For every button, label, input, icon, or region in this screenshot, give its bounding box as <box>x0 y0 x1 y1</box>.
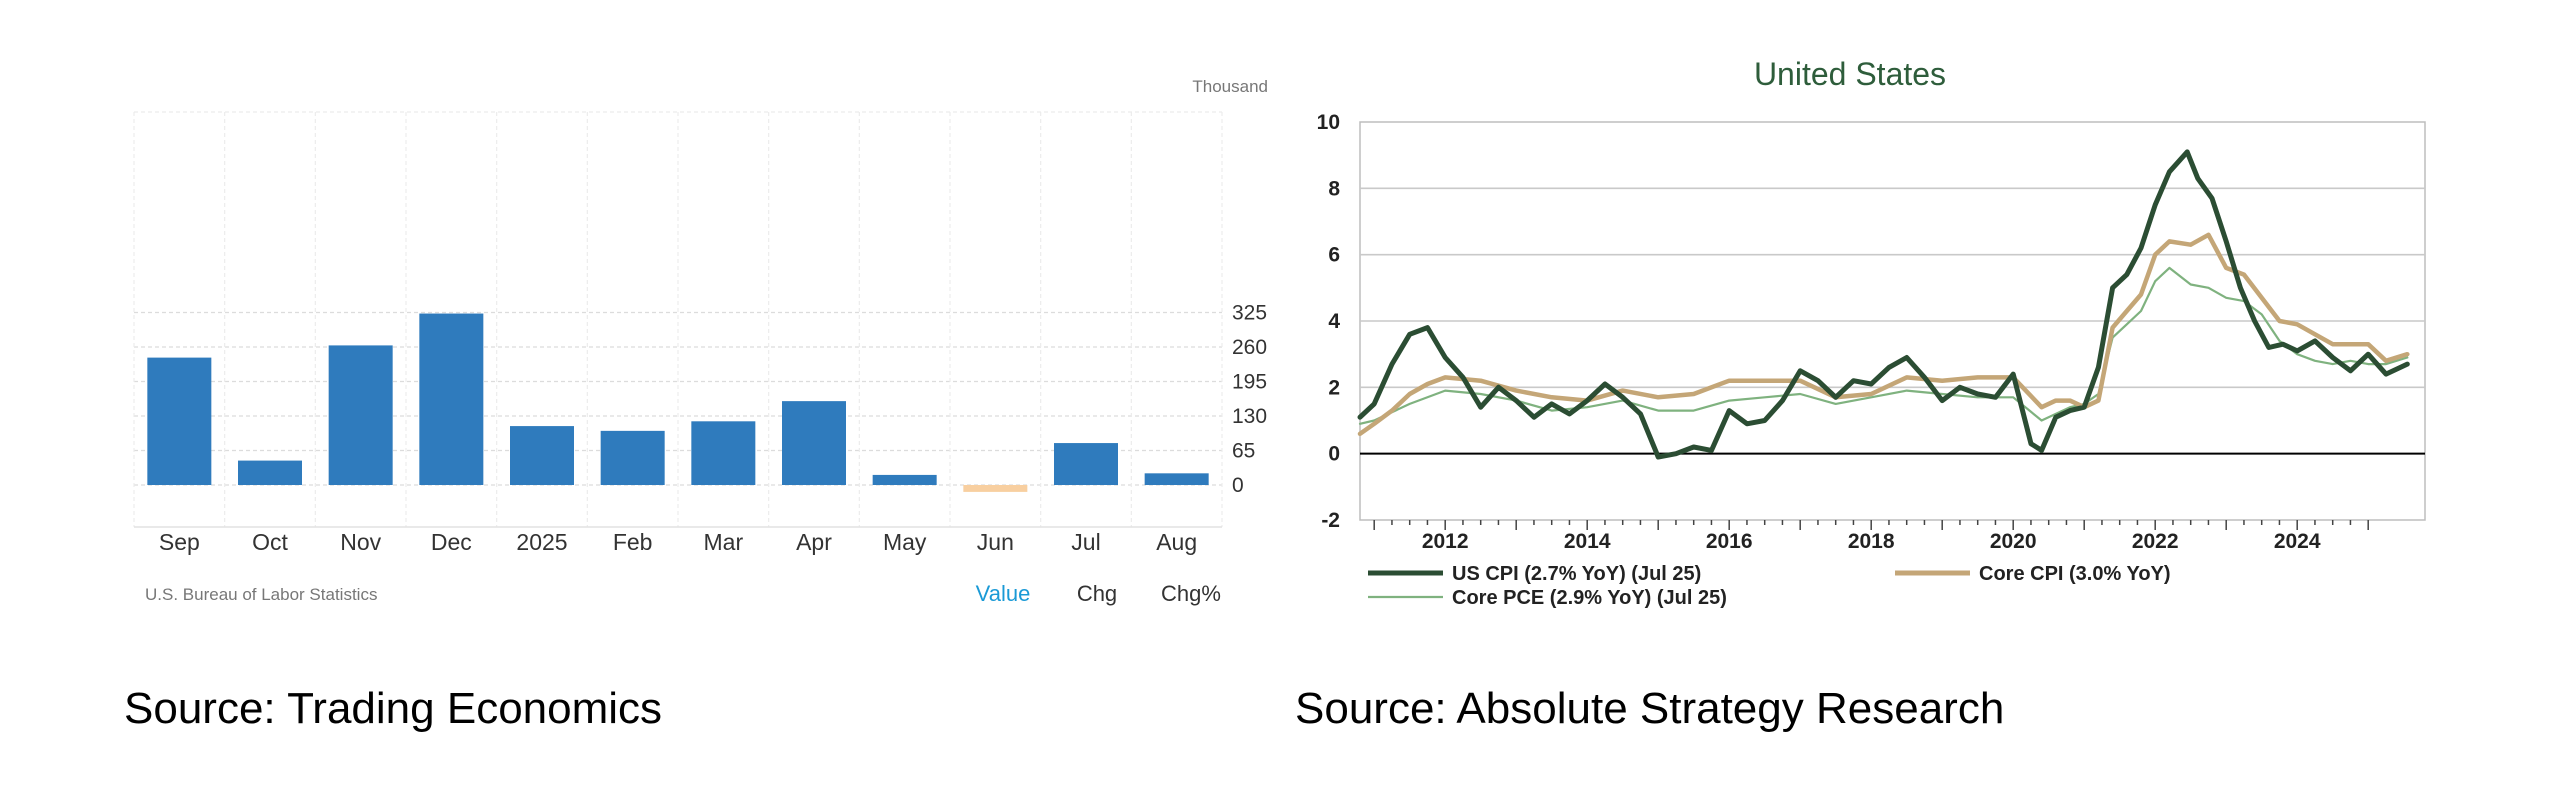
tab-chg[interactable]: Chg <box>1077 581 1117 606</box>
bar[interactable] <box>1054 443 1118 485</box>
series-line-core-pce <box>1358 266 2409 425</box>
y-tick-label: 2 <box>1328 376 1340 399</box>
y-tick-label: 0 <box>1232 474 1244 497</box>
series-line-core-cpi <box>1357 232 2410 437</box>
bar[interactable] <box>238 460 302 485</box>
x-tick-label: Sep <box>159 529 200 555</box>
y-units-label: Thousand <box>1192 77 1268 96</box>
chart-title: United States <box>1754 56 1946 92</box>
series-line-us-cpi <box>1357 149 2410 460</box>
y-tick-label: 260 <box>1232 336 1267 359</box>
bar[interactable] <box>872 474 937 485</box>
employment-bar-chart: Thousand 0 65 130 195 260 325 Sep Oct Nov Dec 2025 F… <box>133 77 1268 606</box>
bar[interactable] <box>600 430 665 485</box>
x-tick-label: Oct <box>252 529 288 555</box>
bar[interactable] <box>419 313 484 485</box>
x-tick-label: Aug <box>1156 529 1197 555</box>
x-tick-label: Apr <box>796 529 832 555</box>
bar[interactable] <box>782 401 846 485</box>
x-tick-label: 2022 <box>2132 530 2179 553</box>
y-tick-label: 0 <box>1328 443 1340 466</box>
x-tick-label: Jun <box>977 529 1014 555</box>
left-source-caption: Source: Trading Economics <box>124 684 663 733</box>
legend-label: Core PCE (2.9% YoY) (Jul 25) <box>1452 587 1727 609</box>
bar[interactable] <box>691 421 756 485</box>
bar[interactable] <box>510 426 574 485</box>
y-tick-label: -2 <box>1321 509 1340 532</box>
x-tick-label: 2012 <box>1422 530 1469 553</box>
y-tick-label: 130 <box>1232 405 1267 428</box>
x-tick-label: Jul <box>1071 529 1100 555</box>
right-source-caption: Source: Absolute Strategy Research <box>1295 684 2005 733</box>
legend-label: US CPI (2.7% YoY) (Jul 25) <box>1452 563 1701 585</box>
tab-value[interactable]: Value <box>976 581 1031 606</box>
employment-bar-chart-panel: Thousand 0 65 130 195 260 325 Sep Oct Nov Dec 2025 F… <box>0 0 1290 640</box>
x-tick-label: Mar <box>704 529 744 555</box>
bar[interactable] <box>1144 473 1209 485</box>
x-tick-label: May <box>883 529 927 555</box>
bar[interactable] <box>147 357 212 485</box>
x-tick-label: 2018 <box>1848 530 1895 553</box>
y-tick-label: 325 <box>1232 301 1267 324</box>
x-tick-label: Dec <box>431 529 472 555</box>
y-tick-label: 8 <box>1328 177 1340 200</box>
y-tick-label: 10 <box>1317 111 1340 134</box>
x-tick-label: 2020 <box>1990 530 2037 553</box>
y-tick-label: 195 <box>1232 370 1267 393</box>
data-attribution: U.S. Bureau of Labor Statistics <box>145 585 377 604</box>
y-tick-label: 4 <box>1328 310 1340 333</box>
x-tick-label: Feb <box>613 529 653 555</box>
bar[interactable] <box>328 345 393 485</box>
y-tick-label: 6 <box>1328 244 1340 267</box>
x-tick-label: 2025 <box>516 529 567 555</box>
y-tick-label: 65 <box>1232 439 1255 462</box>
x-tick-label: Nov <box>340 529 381 555</box>
inflation-line-chart: United States -2 0 2 4 6 8 10 2012 2014 2016 2018 20… <box>1317 56 2426 609</box>
tab-chg-pct[interactable]: Chg% <box>1161 581 1221 606</box>
x-tick-label: 2014 <box>1564 530 1611 553</box>
bar[interactable] <box>963 485 1028 492</box>
x-tick-label: 2024 <box>2274 530 2321 553</box>
legend-label: Core CPI (3.0% YoY) <box>1979 563 2171 585</box>
x-tick-label: 2016 <box>1706 530 1753 553</box>
inflation-line-chart-panel: United States -2 0 2 4 6 8 10 2012 2014 2016 2018 20… <box>1290 0 2560 640</box>
